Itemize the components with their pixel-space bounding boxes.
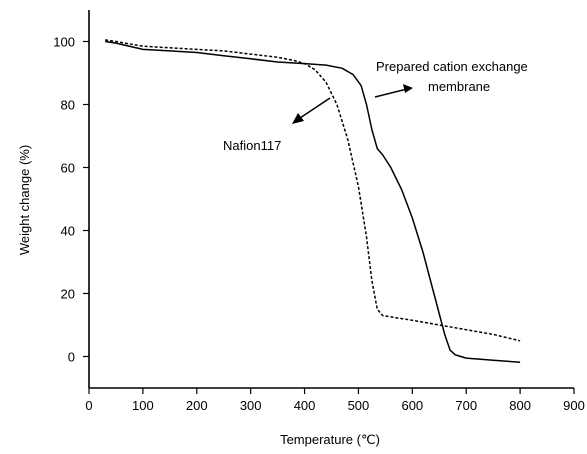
x-tick-label-7: 700 <box>455 398 477 413</box>
x-axis-title: Temperature (℃) <box>280 432 380 447</box>
series-line-nafion117 <box>105 39 521 342</box>
annotation-membrane-line2: membrane <box>428 79 490 94</box>
annotation-nafion: Nafion117 <box>223 97 331 153</box>
series-group <box>105 39 521 363</box>
x-tick-label-9: 900 <box>563 398 585 413</box>
arrow-membrane <box>374 88 408 98</box>
arrow-membrane-head <box>403 84 413 93</box>
annotation-nafion-label: Nafion117 <box>223 138 281 153</box>
annotation-membrane: Prepared cation exchange membrane <box>374 59 528 98</box>
y-tick-label-3: 60 <box>61 161 75 176</box>
x-tick-label-0: 0 <box>85 398 92 413</box>
y-tick-label-5: 100 <box>53 35 75 50</box>
y-tick-label-0: 0 <box>68 350 75 365</box>
y-tick-label-2: 40 <box>61 224 75 239</box>
arrow-nafion-head <box>292 113 304 124</box>
x-tick-label-8: 800 <box>509 398 531 413</box>
x-tick-label-6: 600 <box>401 398 423 413</box>
x-tick-label-5: 500 <box>348 398 370 413</box>
x-tick-label-3: 300 <box>240 398 262 413</box>
axes <box>88 10 574 389</box>
x-tick-label-1: 100 <box>132 398 154 413</box>
x-tick-label-4: 400 <box>294 398 316 413</box>
tick-group: 0 100 200 300 400 500 600 700 800 900 0 20 40 60 80 100 <box>53 35 585 414</box>
y-tick-label-4: 80 <box>61 98 75 113</box>
series-line-prepared-membrane <box>105 40 521 363</box>
annotation-membrane-line1: Prepared cation exchange <box>376 59 528 74</box>
y-tick-label-1: 20 <box>61 287 75 302</box>
arrow-nafion <box>299 97 331 119</box>
y-axis-title: Weight change (%) <box>17 145 32 255</box>
x-tick-label-2: 200 <box>186 398 208 413</box>
